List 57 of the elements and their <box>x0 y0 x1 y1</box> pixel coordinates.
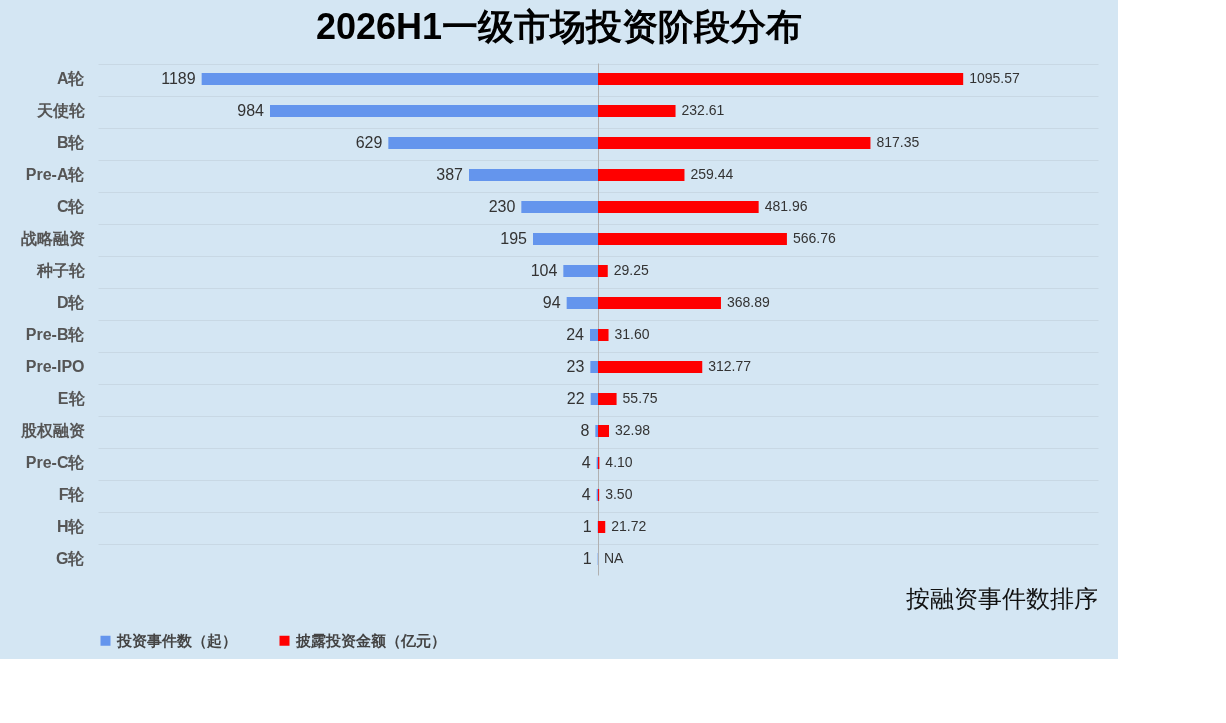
data-label: 387 <box>436 166 464 183</box>
data-label: 29.25 <box>613 262 649 278</box>
text: 按融资事件数排序 <box>906 585 1098 612</box>
data-label: 1 <box>582 550 592 567</box>
data-label: 368.89 <box>726 294 770 310</box>
data-label: 232.61 <box>681 102 725 118</box>
data-label: 4.10 <box>605 454 633 470</box>
data-label: 31.60 <box>614 326 650 342</box>
data-label: 4 <box>581 486 591 503</box>
y-tick-label: Pre-C轮 <box>25 454 86 471</box>
chart-title: 2026H1一级市场投资阶段分布 <box>315 6 803 47</box>
y-tick-label: 战略融资 <box>20 230 85 247</box>
bar <box>590 361 598 373</box>
bar <box>598 105 676 117</box>
data-label: 104 <box>530 262 558 279</box>
y-tick-label: 种子轮 <box>35 262 86 279</box>
data-label: 1189 <box>161 70 196 87</box>
text: NA <box>604 550 624 566</box>
data-label: 1095.57 <box>969 70 1021 86</box>
data-label: 1 <box>582 518 592 535</box>
y-tick-label: Pre-IPO <box>25 358 85 375</box>
bar <box>566 297 598 309</box>
legend-label: 投资事件数（起） <box>116 631 237 649</box>
y-tick-label: Pre-B轮 <box>25 326 86 343</box>
y-tick-label: 天使轮 <box>35 102 86 119</box>
bar <box>598 521 606 533</box>
y-tick-label: C轮 <box>56 198 86 215</box>
y-tick-label: B轮 <box>56 134 86 151</box>
data-label: 312.77 <box>708 358 752 374</box>
data-label: 21.72 <box>611 518 647 534</box>
data-label: 566.76 <box>792 230 836 246</box>
data-label: 3.50 <box>605 486 633 502</box>
data-label: 8 <box>580 422 590 439</box>
data-label: 24 <box>566 326 585 343</box>
y-tick-label: A轮 <box>56 70 86 87</box>
y-tick-label: Pre-A轮 <box>25 166 86 183</box>
data-label: 230 <box>488 198 516 215</box>
data-label: 481.96 <box>764 198 808 214</box>
data-label: 22 <box>566 390 585 407</box>
data-label: 94 <box>542 294 561 311</box>
y-tick-label: 股权融资 <box>19 422 85 439</box>
data-label: 55.75 <box>622 390 658 406</box>
data-label: 32.98 <box>614 422 651 438</box>
data-label: 984 <box>237 102 265 119</box>
data-label: 195 <box>500 230 528 247</box>
y-tick-label: D轮 <box>56 294 86 311</box>
data-label: 259.44 <box>690 166 734 182</box>
y-tick-label: F轮 <box>58 486 86 503</box>
y-tick-label: G轮 <box>56 550 86 567</box>
data-label: 23 <box>566 358 585 375</box>
data-label: 629 <box>355 134 383 151</box>
y-tick-label: E轮 <box>57 390 86 407</box>
legend-label: 披露投资金额（亿元） <box>295 631 446 649</box>
data-label: 817.35 <box>876 134 920 150</box>
bar <box>598 265 608 277</box>
data-label: 4 <box>581 454 591 471</box>
y-tick-label: H轮 <box>56 518 86 535</box>
